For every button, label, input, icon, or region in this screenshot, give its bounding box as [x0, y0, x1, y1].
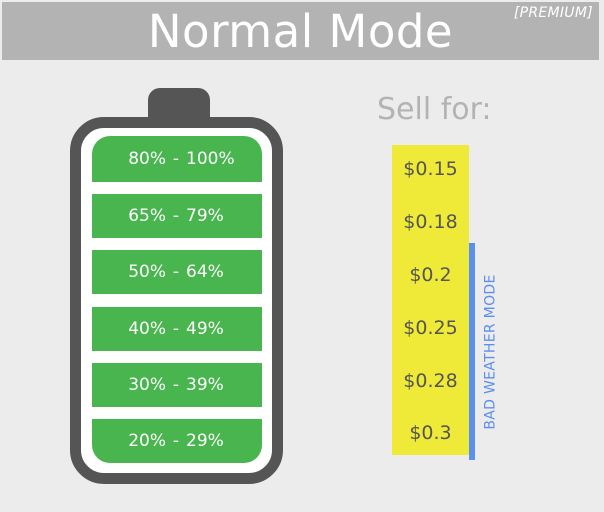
- mode-header: Normal Mode [PREMIUM]: [2, 2, 599, 60]
- level-high: 29%: [186, 431, 224, 451]
- bad-weather-marker: [469, 243, 475, 460]
- level-separator: -: [172, 149, 180, 169]
- price-highlight: [392, 145, 469, 455]
- battery-level-row: 50% - 64%: [92, 250, 262, 294]
- level-low: 65%: [128, 206, 166, 226]
- level-low: 50%: [128, 262, 166, 282]
- price-value: $0.25: [403, 317, 458, 339]
- battery-level-row: 30% - 39%: [92, 363, 262, 407]
- level-high: 79%: [186, 206, 224, 226]
- level-low: 20%: [128, 431, 166, 451]
- level-high: 49%: [186, 319, 224, 339]
- mode-title: Normal Mode: [147, 5, 454, 58]
- battery-level-row: 80% - 100%: [92, 136, 262, 182]
- sell-for-heading: Sell for:: [377, 92, 492, 127]
- price-value: $0.2: [409, 264, 452, 286]
- price-value: $0.15: [403, 158, 458, 180]
- price-value: $0.18: [403, 211, 458, 233]
- battery-level-row: 20% - 29%: [92, 419, 262, 463]
- bad-weather-label-text: BAD WEATHER MODE: [483, 274, 499, 430]
- level-separator: -: [172, 262, 180, 282]
- level-separator: -: [172, 319, 180, 339]
- level-separator: -: [172, 375, 180, 395]
- level-separator: -: [172, 431, 180, 451]
- battery-level-row: 40% - 49%: [92, 307, 262, 351]
- level-low: 80%: [128, 149, 166, 169]
- bad-weather-label: BAD WEATHER MODE: [480, 258, 502, 446]
- battery-level-row: 65% - 79%: [92, 194, 262, 238]
- level-separator: -: [172, 206, 180, 226]
- level-high: 39%: [186, 375, 224, 395]
- premium-badge: [PREMIUM]: [513, 5, 593, 21]
- level-high: 100%: [186, 149, 235, 169]
- level-low: 40%: [128, 319, 166, 339]
- price-value: $0.28: [403, 370, 458, 392]
- level-low: 30%: [128, 375, 166, 395]
- price-value: $0.3: [409, 422, 452, 444]
- level-high: 64%: [186, 262, 224, 282]
